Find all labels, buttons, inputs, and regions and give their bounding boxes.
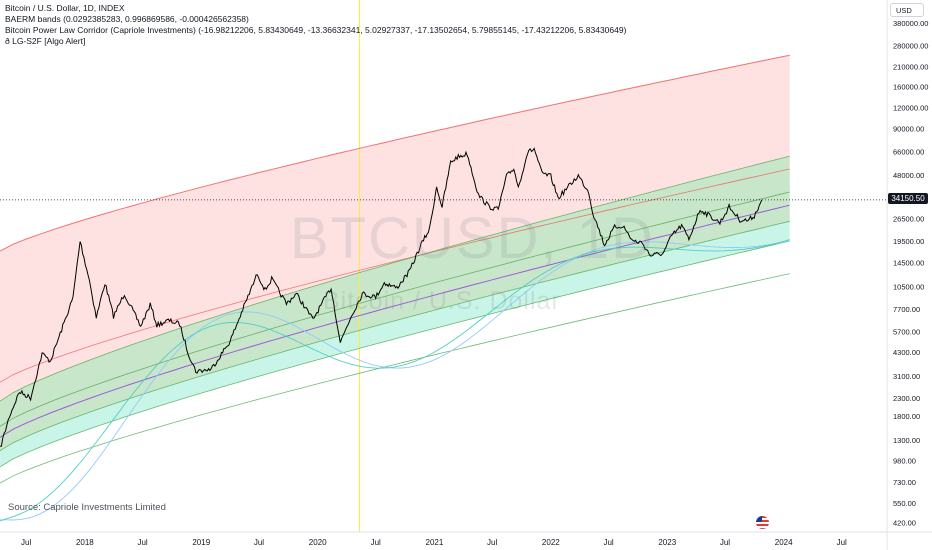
x-tick-label: 2023 [658,538,676,547]
baerm-wave-a [0,239,790,521]
legend-lg[interactable]: ð LG-S2F [Algo Alert] [5,36,86,46]
x-tick-label: Jul [487,538,497,547]
y-tick-label: 90000.00 [893,125,924,134]
x-tick-label: 2020 [309,538,327,547]
band-line-1 [0,168,790,383]
y-tick-label: 66000.00 [893,148,924,157]
y-tick-label: 2300.00 [893,394,920,403]
band-line-0 [0,54,790,252]
band-fill-lower [0,221,790,467]
y-tick-label: 550.00 [893,499,916,508]
x-tick-label: Jul [603,538,613,547]
band-fill-upper [0,55,790,402]
y-tick-label: 210000.00 [893,63,928,72]
y-tick-label: 7700.00 [893,305,920,314]
y-tick-label: 730.00 [893,478,916,487]
y-tick-label: 19500.00 [893,237,924,246]
x-tick-label: 2018 [76,538,94,547]
legend-baerm[interactable]: BAERM bands (0.0292385283, 0.996869586, … [5,14,249,24]
x-tick-label: 2021 [426,538,444,547]
y-tick-label: 420.00 [893,519,916,528]
x-tick-label: Jul [720,538,730,547]
y-tick-label: 3100.00 [893,372,920,381]
x-tick-label: Jul [254,538,264,547]
currency-button[interactable]: USD [890,3,924,17]
price-line [0,147,763,447]
us-flag-icon[interactable] [756,516,769,529]
x-tick-label: 2022 [542,538,560,547]
band-line-2 [0,155,790,402]
x-tick-label: Jul [371,538,381,547]
y-tick-label: 5700.00 [893,327,920,336]
x-tick-label: Jul [137,538,147,547]
y-tick-label: 160000.00 [893,83,928,92]
x-tick-label: Jul [837,538,847,547]
band-line-6 [0,273,790,484]
source-note: Source: Capriole Investments Limited [8,502,166,513]
x-tick-label: Jul [21,538,31,547]
watermark-symbol: BTCUSD, 1D [290,206,655,271]
median-line [0,204,790,438]
y-tick-label: 1300.00 [893,436,920,445]
band-line-5 [0,240,790,468]
legend-power-law[interactable]: Bitcoin Power Law Corridor (Capriole Inv… [5,25,627,35]
y-tick-label: 10500.00 [893,282,924,291]
y-tick-label: 120000.00 [893,104,928,113]
plot-area [0,0,790,532]
x-tick-label: 2019 [192,538,210,547]
x-tick-label: 2024 [775,538,793,547]
legend-title[interactable]: Bitcoin / U.S. Dollar, 1D, INDEX [5,3,125,13]
baerm-wave-b [0,239,790,522]
y-tick-label: 4300.00 [893,348,920,357]
watermark-name: Bitcoin / U.S. Dollar [323,287,561,315]
y-tick-label: 1800.00 [893,412,920,421]
y-tick-label: 26500.00 [893,214,924,223]
last-price-tag: 34150.50 [888,193,928,204]
band-line-3 [0,191,790,427]
y-tick-label: 380000.00 [893,19,928,28]
y-tick-label: 280000.00 [893,41,928,50]
y-tick-label: 14500.00 [893,259,924,268]
y-tick-label: 980.00 [893,457,916,466]
legend: Bitcoin / U.S. Dollar, 1D, INDEX BAERM b… [5,3,626,47]
y-tick-label: 48000.00 [893,171,924,180]
